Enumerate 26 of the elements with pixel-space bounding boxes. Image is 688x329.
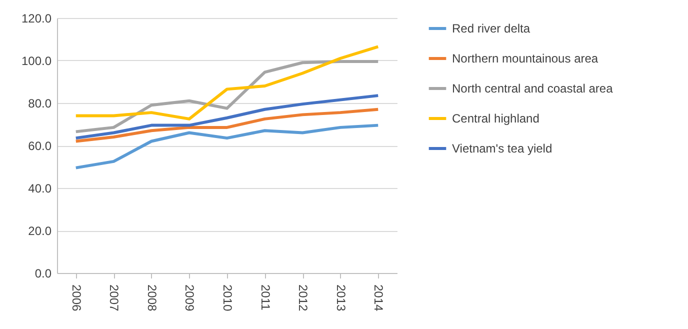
legend-label: North central and coastal area: [452, 82, 614, 96]
y-tick-label: 20.0: [28, 224, 52, 238]
y-tick-label: 40.0: [28, 182, 52, 196]
x-tick-label: 2012: [296, 284, 310, 312]
x-tick-label: 2014: [372, 284, 386, 312]
x-tick-label: 2006: [69, 284, 84, 312]
y-tick-label: 0.0: [34, 266, 52, 280]
y-tick-label: 80.0: [28, 96, 52, 110]
x-tick-label: 2010: [220, 284, 234, 312]
y-tick-label: 60.0: [28, 139, 52, 153]
legend-label: Vietnam's tea yield: [452, 142, 552, 156]
x-tick-label: 2009: [182, 284, 197, 312]
legend-label: Central highland: [452, 112, 540, 126]
line-series: [74, 94, 380, 140]
legend-label: Red river delta: [452, 22, 530, 36]
line-series: [74, 45, 380, 120]
x-tick-label: 2011: [258, 284, 272, 311]
x-tick-label: 2007: [107, 284, 122, 312]
line-series: [74, 60, 380, 134]
line-series: [74, 124, 380, 170]
x-tick-label: 2008: [144, 284, 159, 312]
x-tick-label: 2013: [334, 284, 348, 312]
legend-label: Northern mountainous area: [452, 52, 598, 66]
line-series: [74, 108, 380, 143]
y-tick-label: 120.0: [21, 12, 52, 26]
y-tick-label: 100.0: [21, 54, 52, 68]
